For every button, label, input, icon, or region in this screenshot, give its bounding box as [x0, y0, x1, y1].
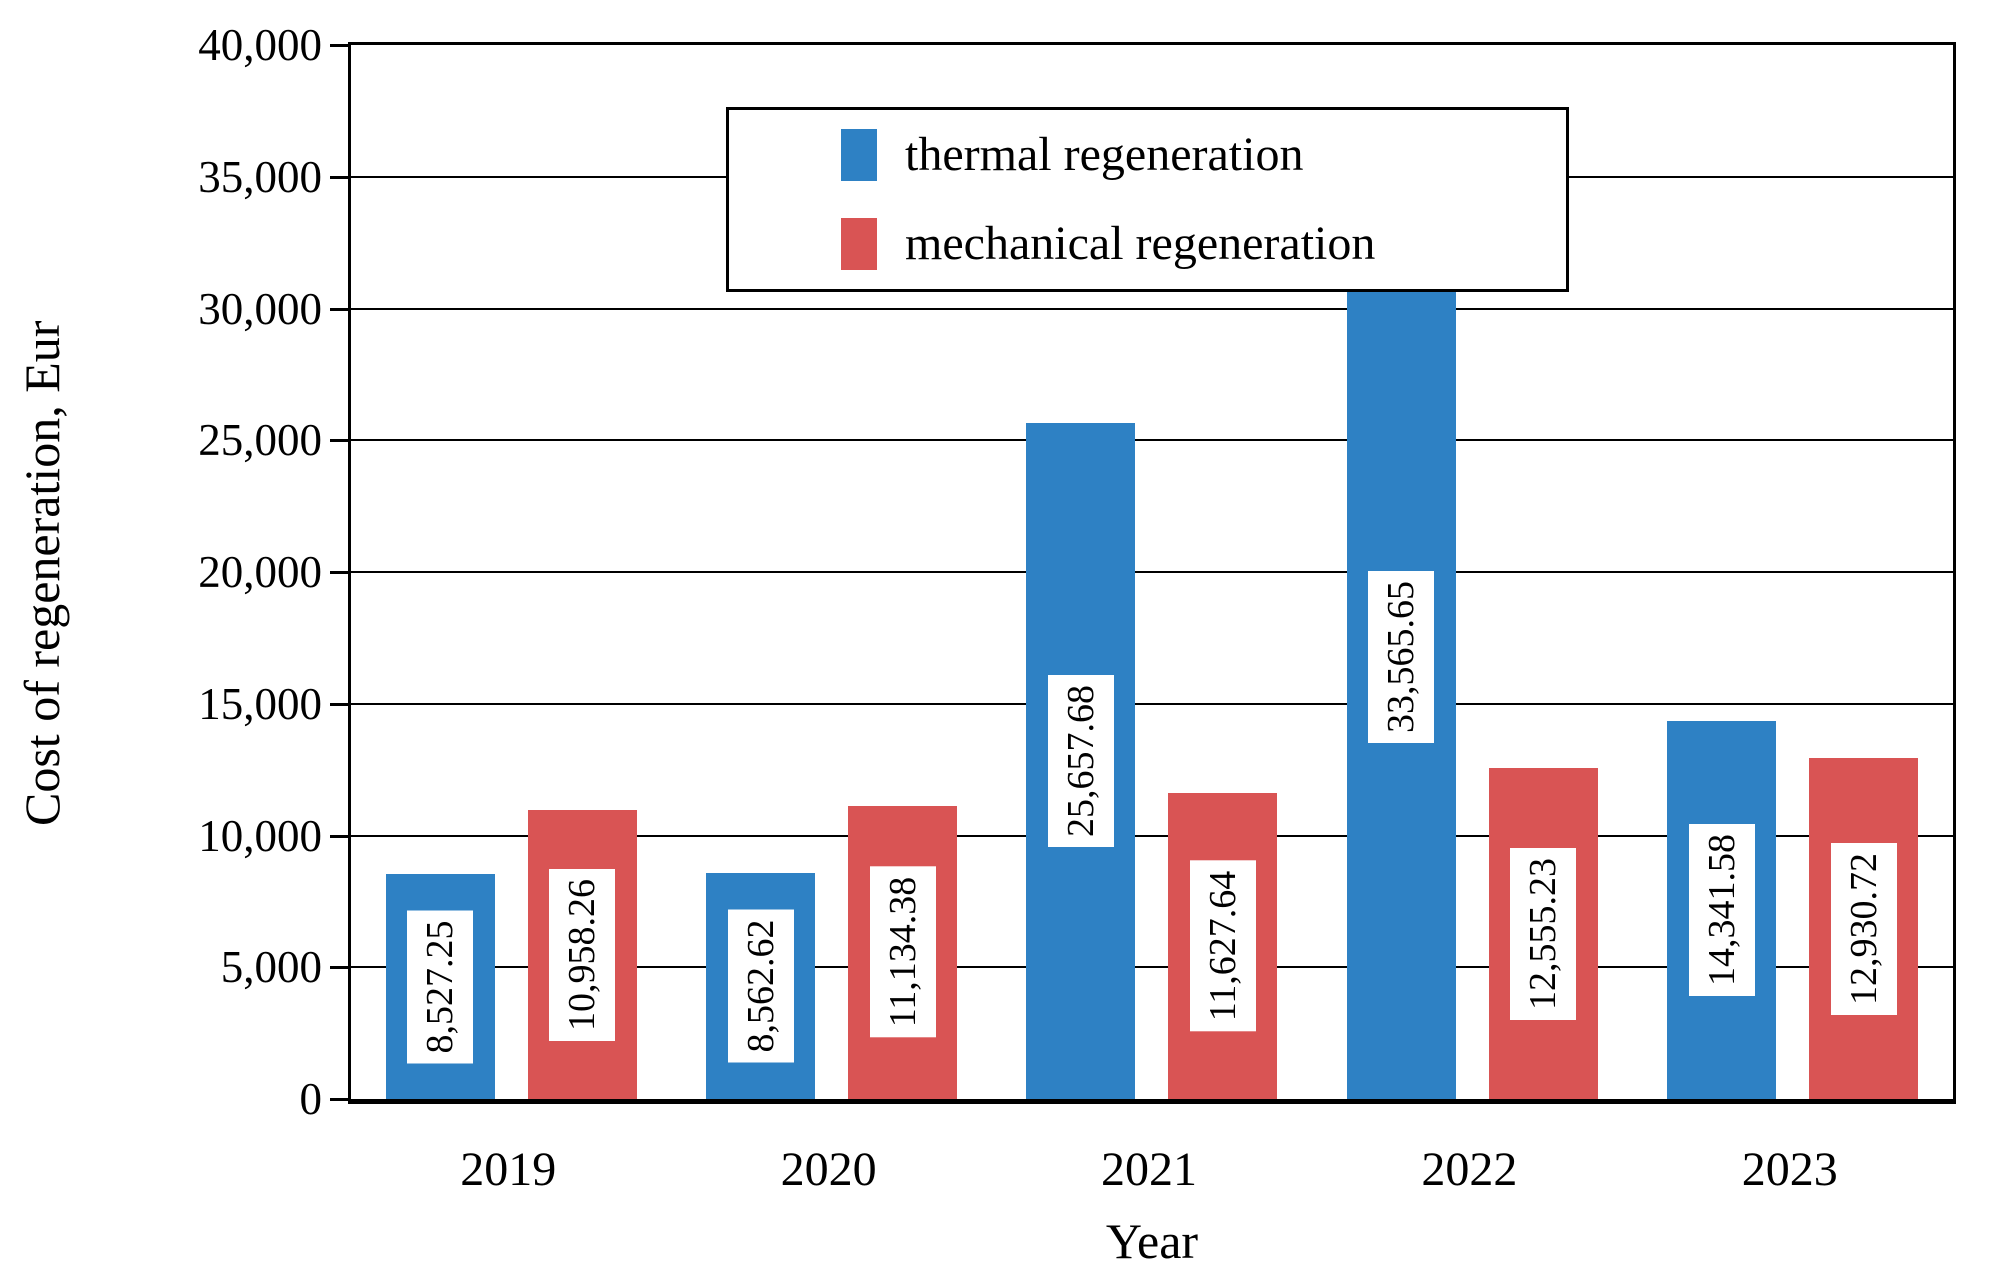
- bar-mechanical-2022: 12,555.23: [1488, 768, 1598, 1099]
- y-axis-tick: [330, 571, 348, 574]
- y-axis-tick: [330, 1098, 348, 1101]
- y-axis-tick: [330, 307, 348, 311]
- y-axis-tick: [330, 702, 348, 706]
- gridline: [351, 571, 1953, 573]
- bar-mechanical-2019: 10,958.26: [527, 810, 637, 1099]
- y-axis-tick-label: 15,000: [198, 678, 322, 729]
- x-axis-tick-label: 2022: [1421, 1143, 1518, 1196]
- y-axis-tick: [330, 966, 348, 970]
- bar-value-label: 11,627.64: [1189, 860, 1256, 1032]
- bar-value-label: 10,958.26: [549, 868, 616, 1041]
- legend-label: mechanical regeneration: [905, 217, 1376, 271]
- y-axis-tick-label: 10,000: [198, 810, 322, 861]
- y-axis-tick-label: 40,000: [198, 20, 322, 70]
- bar-mechanical-2021: 11,627.64: [1168, 792, 1278, 1099]
- y-axis-tick: [330, 834, 348, 838]
- legend-label: thermal regeneration: [905, 127, 1304, 181]
- bar-value-label: 12,555.23: [1510, 847, 1577, 1020]
- y-axis-tick-label: 30,000: [198, 283, 322, 334]
- bar-thermal-2022: 33,565.65: [1346, 214, 1456, 1099]
- legend: thermal regeneration mechanical regenerat…: [726, 107, 1569, 292]
- plot-area: thermal regeneration mechanical regenerat…: [348, 42, 1956, 1104]
- y-axis-tick: [330, 439, 348, 443]
- legend-item: thermal regeneration: [841, 127, 1566, 181]
- bar-group-2022: 33,565.65 12,555.23: [1312, 45, 1632, 1099]
- bar-value-label: 8,527.25: [407, 910, 474, 1064]
- bar-value-label: 14,341.58: [1688, 824, 1755, 997]
- y-axis-tick-label: 0: [299, 1074, 323, 1124]
- bar-group-2021: 25,657.68 11,627.64: [992, 45, 1312, 1099]
- bar-thermal-2021: 25,657.68: [1026, 422, 1136, 1099]
- y-axis-tick-label: 25,000: [198, 415, 322, 466]
- gridline: [351, 966, 1953, 969]
- gridline: [351, 307, 1953, 310]
- y-axis-tick: [330, 175, 348, 179]
- bar-thermal-2019: 8,527.25: [385, 874, 495, 1099]
- bar-value-label: 8,562.62: [727, 909, 794, 1063]
- x-axis-tick-label: 2023: [1741, 1143, 1838, 1196]
- x-axis-tick-labels: 2019 2020 2021 2022 2023: [348, 1140, 1956, 1200]
- y-axis-tick: [330, 44, 348, 47]
- bar-group-2020: 8,562.62 11,134.38: [671, 45, 991, 1099]
- bar-group-2023: 14,341.58 12,930.72: [1633, 45, 1953, 1099]
- bar-thermal-2020: 8,562.62: [706, 873, 816, 1099]
- bar-group-2019: 8,527.25 10,958.26: [351, 45, 671, 1099]
- bar-value-label: 25,657.68: [1047, 674, 1114, 847]
- bar-value-label: 33,565.65: [1368, 570, 1435, 743]
- y-axis-tick-label: 5,000: [220, 942, 322, 993]
- legend-item: mechanical regeneration: [841, 217, 1566, 271]
- x-axis-tick-label: 2019: [460, 1143, 557, 1196]
- bar-value-label: 11,134.38: [869, 867, 936, 1038]
- bar-value-label: 12,930.72: [1830, 842, 1897, 1015]
- legend-swatch-mechanical: [841, 218, 877, 271]
- y-axis-tick-label: 35,000: [198, 151, 322, 202]
- bar-thermal-2023: 14,341.58: [1667, 721, 1777, 1099]
- bar-mechanical-2023: 12,930.72: [1809, 758, 1919, 1099]
- gridline: [351, 702, 1953, 705]
- x-axis-title: Year: [1105, 1213, 1199, 1269]
- y-axis-tick-labels: 0 5,000 10,000 15,000 20,000 25,000 30,000 35,0…: [0, 20, 322, 1124]
- y-axis-tick-label: 20,000: [198, 547, 322, 597]
- x-axis-tick-label: 2021: [1100, 1143, 1197, 1196]
- gridline: [351, 439, 1953, 442]
- x-axis-tick-label: 2020: [780, 1143, 877, 1196]
- bar-mechanical-2020: 11,134.38: [848, 805, 958, 1099]
- gridline: [351, 834, 1953, 837]
- legend-swatch-thermal: [841, 128, 877, 181]
